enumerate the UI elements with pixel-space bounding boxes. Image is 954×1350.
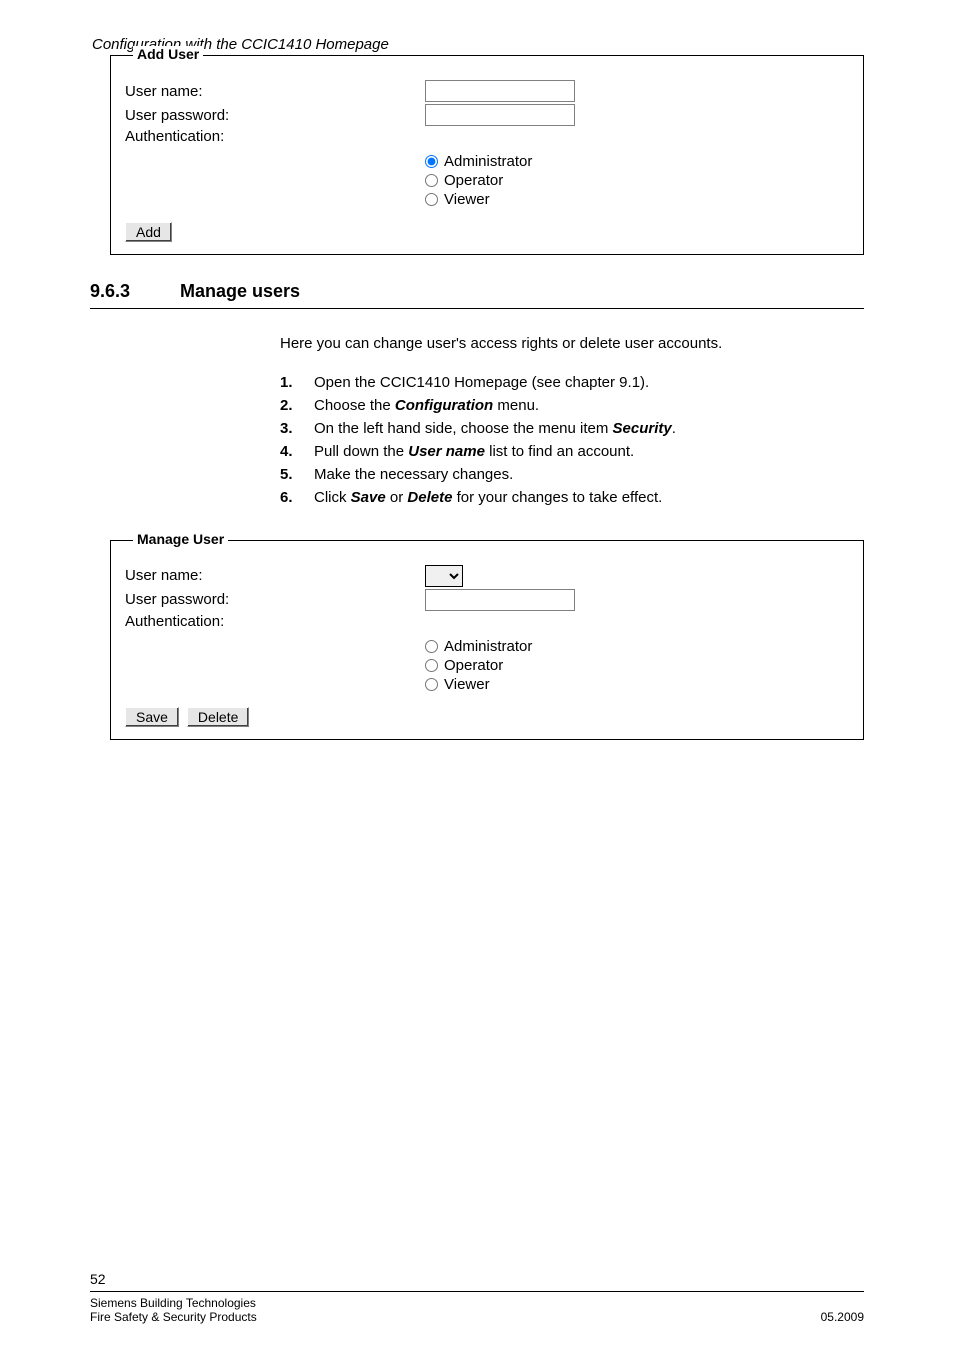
mu-auth-admin-label: Administrator <box>444 638 532 655</box>
save-button[interactable]: Save <box>125 707 179 727</box>
mu-auth-operator-radio[interactable] <box>425 659 438 672</box>
section-heading: 9.6.3 Manage users <box>90 281 864 302</box>
section-number: 9.6.3 <box>90 281 160 302</box>
running-header: Configuration with the CCIC1410 Homepage <box>90 36 864 53</box>
mu-auth-viewer-label: Viewer <box>444 676 490 693</box>
section-intro: Here you can change user's access rights… <box>280 333 864 356</box>
mu-username-label: User name: <box>125 567 425 584</box>
document-page: Configuration with the CCIC1410 Homepage… <box>0 0 954 1350</box>
auth-operator-option[interactable]: Operator <box>425 172 849 189</box>
list-item: 3. On the left hand side, choose the men… <box>280 420 864 437</box>
step-text: Make the necessary changes. <box>314 466 513 483</box>
mu-auth-label: Authentication: <box>125 613 425 630</box>
auth-viewer-label: Viewer <box>444 191 490 208</box>
list-item: 2. Choose the Configuration menu. <box>280 397 864 414</box>
mu-auth-admin-radio[interactable] <box>425 640 438 653</box>
mu-username-select[interactable] <box>425 565 463 587</box>
password-input[interactable] <box>425 104 575 126</box>
step-text: Open the CCIC1410 Homepage (see chapter … <box>314 374 649 391</box>
page-footer: 52 Siemens Building Technologies Fire Sa… <box>90 1271 864 1324</box>
mu-auth-viewer-option[interactable]: Viewer <box>425 676 849 693</box>
auth-admin-radio[interactable] <box>425 155 438 168</box>
list-item: 1. Open the CCIC1410 Homepage (see chapt… <box>280 374 864 391</box>
step-number: 6. <box>280 489 300 506</box>
add-user-fieldset: Add User User name: User password: Authe… <box>110 55 864 255</box>
mu-password-label: User password: <box>125 591 425 608</box>
mu-auth-admin-option[interactable]: Administrator <box>425 638 849 655</box>
page-number: 52 <box>90 1271 864 1287</box>
mu-password-input[interactable] <box>425 589 575 611</box>
list-item: 6. Click Save or Delete for your changes… <box>280 489 864 506</box>
footer-division: Fire Safety & Security Products <box>90 1310 257 1324</box>
footer-company: Siemens Building Technologies <box>90 1296 257 1310</box>
auth-label: Authentication: <box>125 128 425 145</box>
mu-auth-operator-label: Operator <box>444 657 503 674</box>
auth-admin-label: Administrator <box>444 153 532 170</box>
mu-auth-radio-group: Administrator Operator Viewer <box>425 638 849 693</box>
delete-button[interactable]: Delete <box>187 707 249 727</box>
username-label: User name: <box>125 83 425 100</box>
step-text: Pull down the User name list to find an … <box>314 443 634 460</box>
section-rule <box>90 308 864 309</box>
footer-left: Siemens Building Technologies Fire Safet… <box>90 1296 257 1324</box>
list-item: 5. Make the necessary changes. <box>280 466 864 483</box>
step-number: 3. <box>280 420 300 437</box>
step-number: 4. <box>280 443 300 460</box>
step-text: On the left hand side, choose the menu i… <box>314 420 676 437</box>
auth-operator-label: Operator <box>444 172 503 189</box>
step-text: Click Save or Delete for your changes to… <box>314 489 662 506</box>
footer-date: 05.2009 <box>821 1310 864 1324</box>
add-user-legend: Add User <box>133 46 203 62</box>
auth-viewer-option[interactable]: Viewer <box>425 191 849 208</box>
auth-admin-option[interactable]: Administrator <box>425 153 849 170</box>
password-label: User password: <box>125 107 425 124</box>
add-button[interactable]: Add <box>125 222 172 242</box>
auth-radio-group: Administrator Operator Viewer <box>425 153 849 208</box>
list-item: 4. Pull down the User name list to find … <box>280 443 864 460</box>
step-text: Choose the Configuration menu. <box>314 397 539 414</box>
section-title: Manage users <box>180 281 300 302</box>
auth-viewer-radio[interactable] <box>425 193 438 206</box>
mu-auth-operator-option[interactable]: Operator <box>425 657 849 674</box>
username-input[interactable] <box>425 80 575 102</box>
mu-auth-viewer-radio[interactable] <box>425 678 438 691</box>
step-number: 2. <box>280 397 300 414</box>
auth-operator-radio[interactable] <box>425 174 438 187</box>
step-list: 1. Open the CCIC1410 Homepage (see chapt… <box>280 374 864 506</box>
step-number: 5. <box>280 466 300 483</box>
step-number: 1. <box>280 374 300 391</box>
manage-user-legend: Manage User <box>133 531 228 547</box>
manage-user-fieldset: Manage User User name: User password: Au… <box>110 540 864 740</box>
